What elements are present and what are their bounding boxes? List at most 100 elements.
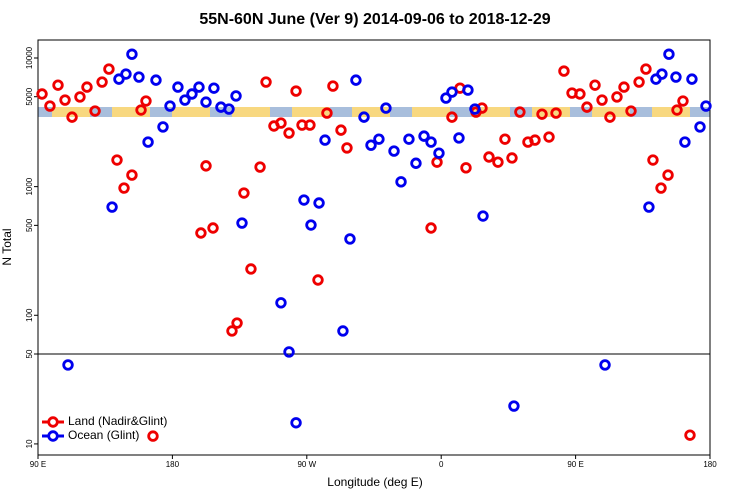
point	[574, 88, 586, 100]
point	[305, 219, 317, 231]
point	[633, 76, 645, 88]
y-tick-label: 10000	[25, 46, 34, 69]
point	[508, 400, 520, 412]
point	[596, 94, 608, 106]
point	[671, 104, 683, 116]
point	[477, 210, 489, 222]
point	[670, 71, 682, 83]
point	[236, 217, 248, 229]
point	[226, 325, 238, 337]
point	[312, 274, 324, 286]
point	[245, 263, 257, 275]
point	[319, 134, 331, 146]
x-tick-label: 180	[166, 460, 180, 469]
y-axis-label: N Total	[0, 228, 14, 265]
point	[483, 151, 495, 163]
point	[663, 48, 675, 60]
x-tick-label: 0	[439, 460, 444, 469]
point	[103, 63, 115, 75]
point	[433, 147, 445, 159]
point	[290, 85, 302, 97]
point	[460, 162, 472, 174]
point	[656, 68, 668, 80]
legend-marker	[47, 416, 59, 428]
point	[133, 71, 145, 83]
point	[446, 86, 458, 98]
point	[395, 176, 407, 188]
point	[164, 100, 176, 112]
y-tick-label: 10	[25, 439, 34, 448]
point	[380, 102, 392, 114]
point	[283, 346, 295, 358]
point	[327, 80, 339, 92]
point	[126, 48, 138, 60]
point	[275, 297, 287, 309]
point	[640, 63, 652, 75]
point	[684, 429, 696, 441]
chart-title: 55N-60N June (Ver 9) 2014-09-06 to 2018-…	[199, 11, 550, 28]
point	[403, 133, 415, 145]
point	[140, 95, 152, 107]
point	[499, 133, 511, 145]
point	[344, 233, 356, 245]
point	[52, 79, 64, 91]
point	[113, 73, 125, 85]
point	[543, 131, 555, 143]
y-tick-label: 100	[25, 308, 34, 322]
y-tick-label: 1000	[25, 177, 34, 195]
point	[686, 73, 698, 85]
point	[172, 81, 184, 93]
point	[231, 317, 243, 329]
point	[44, 100, 56, 112]
point	[260, 76, 272, 88]
point	[74, 91, 86, 103]
point	[431, 156, 443, 168]
point	[677, 95, 689, 107]
y-tick-label: 50	[25, 349, 34, 358]
x-tick-label: 90 W	[297, 460, 316, 469]
point	[89, 105, 101, 117]
y-tick-label: 500	[25, 218, 34, 232]
point	[59, 94, 71, 106]
point	[655, 182, 667, 194]
point	[283, 127, 295, 139]
point	[446, 111, 458, 123]
point	[120, 68, 132, 80]
point	[81, 81, 93, 93]
point	[304, 119, 316, 131]
point	[313, 197, 325, 209]
point	[195, 227, 207, 239]
point	[193, 81, 205, 93]
point	[647, 154, 659, 166]
point	[223, 103, 235, 115]
point	[230, 90, 242, 102]
point	[238, 187, 250, 199]
point	[111, 154, 123, 166]
legend-marker	[47, 430, 59, 442]
legend-label: Ocean (Glint)	[68, 428, 139, 442]
point	[290, 417, 302, 429]
point	[126, 169, 138, 181]
point	[581, 101, 593, 113]
point	[157, 121, 169, 133]
point	[186, 88, 198, 100]
point	[321, 107, 333, 119]
legend-label: Land (Nadir&Glint)	[68, 414, 167, 428]
point	[536, 108, 548, 120]
point	[106, 201, 118, 213]
point	[418, 130, 430, 142]
point	[410, 157, 422, 169]
point	[388, 145, 400, 157]
x-tick-label: 90 E	[567, 460, 583, 469]
point	[694, 121, 706, 133]
point	[425, 136, 437, 148]
point	[373, 133, 385, 145]
point	[440, 92, 452, 104]
point	[506, 152, 518, 164]
point	[142, 136, 154, 148]
point	[135, 104, 147, 116]
point	[62, 359, 74, 371]
point	[469, 103, 481, 115]
point	[150, 74, 162, 86]
